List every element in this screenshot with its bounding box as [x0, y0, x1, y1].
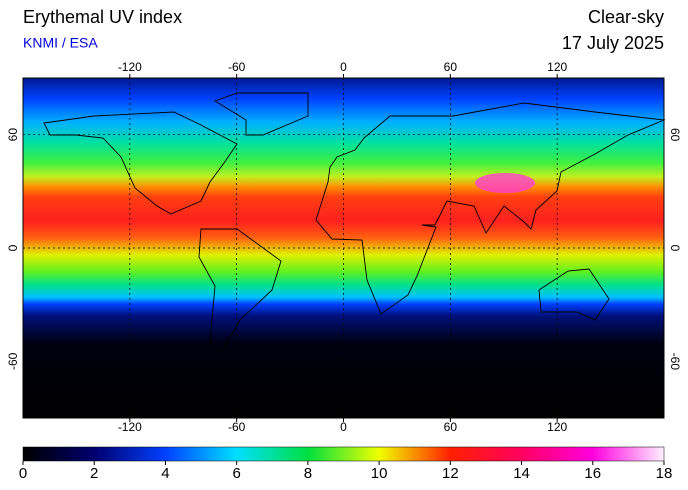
x-tick-label: 0	[340, 420, 347, 434]
y-tick-label: 0	[6, 244, 20, 251]
x-tick-label: 120	[547, 420, 567, 434]
colorbar-tick-label: 12	[442, 465, 459, 482]
x-tick-label: -120	[118, 60, 142, 74]
x-tick-label: -60	[228, 60, 246, 74]
x-tick-label: 60	[444, 60, 458, 74]
y-tick-label: 0	[668, 245, 682, 252]
colorbar-tick-label: 16	[584, 465, 601, 482]
colorbar-tick-label: 14	[513, 465, 530, 482]
colorbar-tick-label: 8	[304, 465, 312, 482]
colorbar-tick-label: 6	[232, 465, 240, 482]
x-tick-label: -60	[228, 420, 246, 434]
source: KNMI / ESA	[23, 35, 98, 51]
x-tick-label: 0	[340, 60, 347, 74]
y-tick-label: -60	[6, 352, 20, 370]
title: Erythemal UV index	[23, 7, 182, 27]
condition: Clear-sky	[588, 7, 664, 27]
north-america	[43, 111, 238, 215]
y-tick-label: 60	[668, 128, 682, 142]
australia	[538, 268, 610, 321]
colorbar-tick-label: 4	[161, 465, 169, 482]
x-tick-label: -120	[118, 420, 142, 434]
x-tick-label: 120	[547, 60, 567, 74]
y-tick-label: -60	[668, 353, 682, 371]
colorbar	[22, 446, 665, 462]
colorbar-tick-label: 10	[371, 465, 388, 482]
south-america	[198, 228, 282, 353]
colorbar-tick-label: 18	[656, 465, 673, 482]
y-tick-label: 60	[6, 128, 20, 142]
greenland	[213, 92, 309, 136]
date: 17 July 2025	[562, 33, 664, 53]
tibet-high-uv	[475, 173, 535, 193]
colorbar-tick-label: 0	[19, 465, 27, 482]
colorbar-tick-label: 2	[90, 465, 98, 482]
x-tick-label: 60	[444, 420, 458, 434]
